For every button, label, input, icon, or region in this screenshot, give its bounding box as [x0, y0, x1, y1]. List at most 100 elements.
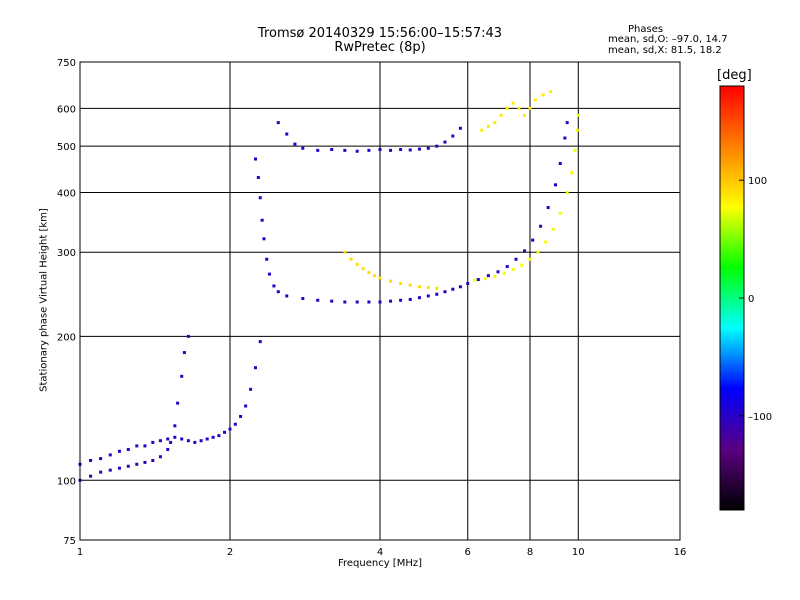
data-point: [549, 90, 553, 94]
data-point: [493, 274, 497, 278]
data-point: [169, 440, 173, 444]
data-point: [476, 278, 480, 282]
y-tick-label: 500: [57, 142, 76, 153]
data-point: [528, 106, 532, 110]
data-point: [180, 374, 184, 378]
x-axis-label: Frequency [MHz]: [337, 558, 423, 569]
chart-title: Tromsø 20140329 15:56:00–15:57:43: [257, 26, 503, 41]
data-point: [480, 128, 484, 132]
y-tick-label: 200: [57, 332, 76, 343]
data-point: [528, 257, 532, 261]
data-point: [389, 148, 393, 152]
data-point: [186, 334, 190, 338]
y-tick-label: 75: [63, 536, 76, 547]
data-point: [158, 439, 162, 443]
y-tick-label: 100: [57, 476, 76, 487]
data-point: [117, 466, 121, 470]
data-point: [135, 444, 139, 448]
data-point: [520, 263, 524, 267]
data-point: [355, 262, 359, 266]
data-point: [193, 440, 197, 444]
data-point: [355, 300, 359, 304]
data-point: [551, 227, 555, 231]
data-point: [546, 206, 550, 210]
data-point: [451, 287, 455, 291]
axis-ticks: 1 2 4 6 8 10 16 75 100 200 300 400 500 600 750: [57, 58, 686, 558]
data-point: [361, 267, 365, 271]
data-point: [373, 274, 377, 278]
data-point: [565, 121, 569, 125]
data-point: [135, 462, 139, 466]
data-point: [408, 297, 412, 301]
x-tick-label: 10: [572, 547, 585, 558]
data-point: [99, 470, 103, 474]
y-tick-label: 400: [57, 188, 76, 199]
data-point: [166, 437, 170, 441]
data-point: [486, 274, 490, 278]
data-point: [443, 140, 447, 144]
data-point: [553, 183, 557, 187]
data-point: [466, 282, 470, 286]
data-point: [330, 299, 334, 303]
data-point: [426, 146, 430, 150]
data-point: [253, 157, 257, 161]
data-point: [99, 457, 103, 461]
data-point: [301, 297, 305, 301]
colorbar-tick-label: 100: [748, 176, 767, 187]
data-point: [408, 148, 412, 152]
data-point: [367, 148, 371, 152]
data-point: [486, 124, 490, 128]
data-point: [276, 121, 280, 125]
data-point: [473, 278, 477, 282]
data-point: [276, 290, 280, 294]
data-point: [367, 300, 371, 304]
data-point: [256, 175, 260, 179]
data-point: [186, 439, 190, 443]
data-point: [223, 430, 227, 434]
data-point: [166, 447, 170, 451]
data-point: [355, 149, 359, 153]
x-tick-label: 1: [77, 547, 83, 558]
data-point: [285, 132, 289, 136]
data-point: [514, 257, 518, 261]
data-point: [108, 453, 112, 457]
data-point: [435, 286, 439, 290]
data-point: [417, 147, 421, 151]
data-point: [511, 268, 515, 272]
x-tick-label: 2: [227, 547, 233, 558]
data-point: [316, 148, 320, 152]
chart-subtitle: RwPretec (8p): [334, 40, 426, 55]
y-tick-label: 600: [57, 104, 76, 115]
data-point: [143, 444, 147, 448]
data-point: [426, 294, 430, 298]
data-point: [558, 161, 562, 165]
data-point: [143, 460, 147, 464]
data-point: [173, 435, 177, 439]
plot-frame: [79, 61, 681, 541]
data-point: [249, 387, 253, 391]
data-point: [443, 290, 447, 294]
colorbar-title: [deg]: [717, 68, 752, 83]
grid: [80, 62, 680, 540]
data-point: [158, 455, 162, 459]
data-point: [378, 276, 382, 280]
data-point: [367, 271, 371, 275]
data-point: [408, 283, 412, 287]
phases-o-stats: mean, sd,O: –97.0, 14.7: [608, 34, 728, 45]
data-point: [563, 136, 567, 140]
data-point: [301, 146, 305, 150]
y-tick-label: 750: [57, 58, 76, 69]
data-point: [458, 285, 462, 289]
data-point: [496, 270, 500, 274]
data-point: [417, 296, 421, 300]
colorbar-tick-label: 0: [748, 294, 754, 305]
data-point: [523, 249, 527, 253]
data-point: [499, 113, 503, 117]
data-point: [343, 148, 347, 152]
data-point: [260, 218, 264, 222]
data-point: [173, 424, 177, 428]
data-point: [272, 284, 276, 288]
data-point: [378, 148, 382, 152]
data-point: [293, 142, 297, 146]
